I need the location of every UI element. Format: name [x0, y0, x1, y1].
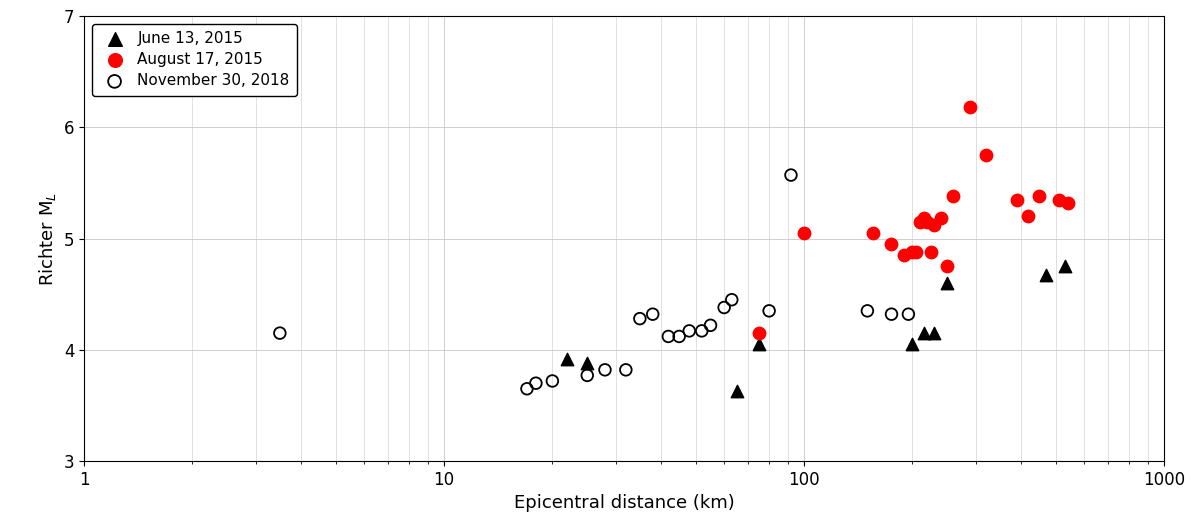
June 13, 2015: [558, 355, 577, 363]
November 30, 2018: [577, 371, 596, 379]
November 30, 2018: [517, 385, 536, 393]
Y-axis label: Richter M$_{L}$: Richter M$_{L}$: [37, 191, 58, 286]
X-axis label: Epicentral distance (km): Epicentral distance (km): [514, 494, 734, 513]
November 30, 2018: [617, 366, 636, 374]
August 17, 2015: [977, 151, 996, 159]
August 17, 2015: [750, 329, 769, 337]
August 17, 2015: [1058, 199, 1078, 207]
November 30, 2018: [542, 377, 562, 385]
November 30, 2018: [858, 306, 877, 315]
November 30, 2018: [760, 306, 779, 315]
June 13, 2015: [925, 329, 944, 337]
November 30, 2018: [714, 303, 733, 312]
August 17, 2015: [863, 228, 882, 237]
August 17, 2015: [914, 214, 934, 223]
November 30, 2018: [722, 295, 742, 304]
June 13, 2015: [902, 340, 922, 349]
August 17, 2015: [1007, 195, 1026, 204]
August 17, 2015: [1019, 212, 1038, 220]
November 30, 2018: [595, 366, 614, 374]
June 13, 2015: [1055, 262, 1074, 270]
August 17, 2015: [907, 248, 926, 256]
November 30, 2018: [643, 310, 662, 319]
August 17, 2015: [1030, 192, 1049, 200]
Legend: June 13, 2015, August 17, 2015, November 30, 2018: June 13, 2015, August 17, 2015, November…: [91, 23, 298, 96]
November 30, 2018: [701, 321, 720, 330]
November 30, 2018: [670, 332, 689, 341]
August 17, 2015: [895, 251, 914, 259]
June 13, 2015: [914, 329, 934, 337]
August 17, 2015: [1049, 195, 1068, 204]
November 30, 2018: [899, 310, 918, 319]
August 17, 2015: [922, 248, 941, 256]
August 17, 2015: [931, 214, 950, 223]
August 17, 2015: [918, 217, 937, 226]
June 13, 2015: [727, 387, 746, 395]
November 30, 2018: [630, 314, 649, 323]
August 17, 2015: [943, 192, 962, 200]
November 30, 2018: [527, 379, 546, 387]
August 17, 2015: [925, 221, 944, 229]
June 13, 2015: [937, 279, 956, 287]
August 17, 2015: [937, 262, 956, 270]
November 30, 2018: [659, 332, 678, 341]
August 17, 2015: [794, 228, 814, 237]
June 13, 2015: [750, 340, 769, 349]
June 13, 2015: [1037, 271, 1056, 279]
November 30, 2018: [270, 329, 289, 337]
June 13, 2015: [577, 359, 596, 367]
November 30, 2018: [692, 326, 712, 335]
August 17, 2015: [911, 217, 930, 226]
November 30, 2018: [679, 326, 698, 335]
November 30, 2018: [781, 171, 800, 179]
August 17, 2015: [882, 240, 901, 248]
August 17, 2015: [902, 248, 922, 256]
August 17, 2015: [961, 103, 980, 111]
November 30, 2018: [882, 310, 901, 319]
